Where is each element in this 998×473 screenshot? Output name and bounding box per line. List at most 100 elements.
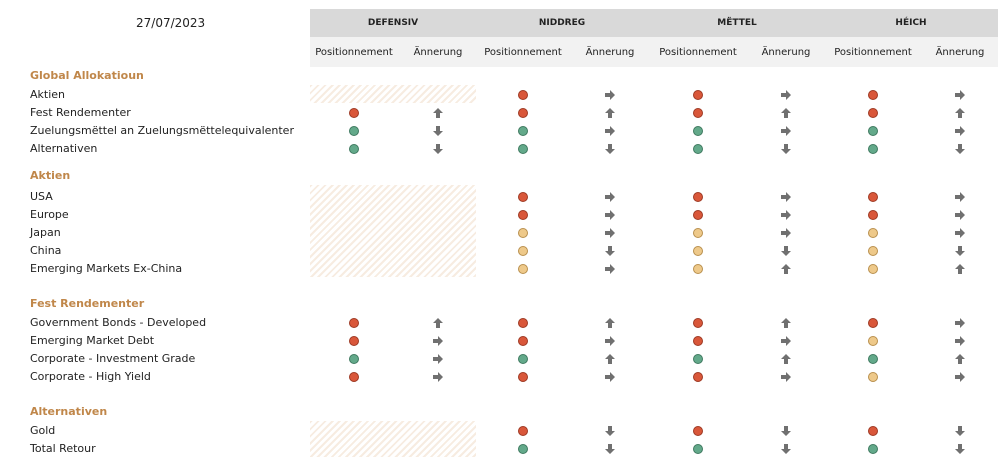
arrow-up-icon	[605, 108, 615, 118]
subheader-position: Positionnement	[315, 47, 393, 58]
row-label: Gold	[30, 424, 56, 437]
row-label: USA	[30, 190, 53, 203]
position-dot-green	[349, 126, 359, 136]
arrow-down-icon	[781, 246, 791, 256]
column-header: NIDDREG	[538, 18, 586, 28]
position-dot-green	[518, 444, 528, 454]
position-dot-green	[868, 126, 878, 136]
position-dot-red	[693, 372, 703, 382]
subheader-position: Positionnement	[659, 47, 737, 58]
arrow-up-icon	[605, 354, 615, 364]
column-header: MËTTEL	[717, 18, 757, 28]
column-header: DEFENSIV	[367, 18, 419, 28]
position-dot-yellow	[868, 246, 878, 256]
row-label: Japan	[30, 226, 61, 239]
position-dot-red	[518, 192, 528, 202]
arrow-right-icon	[605, 126, 615, 136]
arrow-right-icon	[433, 354, 443, 364]
position-dot-red	[518, 90, 528, 100]
arrow-right-icon	[433, 336, 443, 346]
position-dot-yellow	[868, 264, 878, 274]
arrow-up-icon	[433, 318, 443, 328]
arrow-down-icon	[433, 144, 443, 154]
position-dot-red	[868, 210, 878, 220]
position-dot-red	[693, 426, 703, 436]
position-dot-green	[868, 144, 878, 154]
row-label: Corporate - Investment Grade	[30, 352, 196, 365]
position-dot-red	[868, 318, 878, 328]
arrow-right-icon	[955, 90, 965, 100]
row-label: Total Retour	[30, 442, 96, 455]
position-dot-red	[349, 108, 359, 118]
arrow-up-icon	[781, 108, 791, 118]
arrow-right-icon	[781, 90, 791, 100]
position-dot-yellow	[518, 264, 528, 274]
arrow-right-icon	[433, 372, 443, 382]
position-dot-yellow	[518, 228, 528, 238]
position-dot-red	[349, 372, 359, 382]
position-dot-green	[349, 354, 359, 364]
row-label: Aktien	[30, 88, 66, 101]
position-dot-green	[868, 354, 878, 364]
arrow-up-icon	[955, 354, 965, 364]
position-dot-green	[693, 444, 703, 454]
arrow-right-icon	[605, 264, 615, 274]
position-dot-red	[518, 372, 528, 382]
section-title: Aktien	[30, 169, 71, 182]
arrow-down-icon	[955, 246, 965, 256]
column-header: HÉICH	[895, 18, 927, 28]
position-dot-red	[518, 318, 528, 328]
arrow-right-icon	[781, 192, 791, 202]
row-label: Europe	[30, 208, 69, 221]
section-title: Global Allokatioun	[30, 69, 144, 82]
subheader-change: Ännerung	[413, 47, 463, 58]
arrow-up-icon	[433, 108, 443, 118]
arrow-right-icon	[605, 192, 615, 202]
position-dot-red	[693, 318, 703, 328]
arrow-down-icon	[605, 144, 615, 154]
position-dot-yellow	[518, 246, 528, 256]
subheader-band	[310, 37, 998, 67]
arrow-down-icon	[433, 126, 443, 136]
arrow-down-icon	[781, 426, 791, 436]
position-dot-red	[693, 336, 703, 346]
position-dot-yellow	[868, 372, 878, 382]
position-dot-yellow	[693, 228, 703, 238]
position-dot-yellow	[693, 246, 703, 256]
position-dot-red	[868, 90, 878, 100]
position-dot-red	[868, 108, 878, 118]
position-dot-red	[518, 426, 528, 436]
position-dot-green	[518, 126, 528, 136]
arrow-up-icon	[781, 264, 791, 274]
position-dot-green	[693, 126, 703, 136]
arrow-down-icon	[955, 444, 965, 454]
position-dot-green	[349, 144, 359, 154]
arrow-right-icon	[955, 210, 965, 220]
arrow-down-icon	[781, 144, 791, 154]
position-dot-red	[693, 90, 703, 100]
arrow-up-icon	[955, 264, 965, 274]
position-dot-red	[518, 108, 528, 118]
hatch-block	[310, 421, 476, 457]
position-dot-green	[868, 444, 878, 454]
arrow-right-icon	[605, 228, 615, 238]
position-dot-red	[349, 336, 359, 346]
row-label: Alternativen	[30, 142, 98, 155]
position-dot-red	[693, 192, 703, 202]
row-label: Government Bonds - Developed	[30, 316, 207, 329]
subheader-change: Ännerung	[761, 47, 811, 58]
arrow-right-icon	[955, 126, 965, 136]
arrow-up-icon	[781, 354, 791, 364]
section-title: Fest Rendementer	[30, 297, 145, 310]
arrow-right-icon	[605, 336, 615, 346]
position-dot-red	[349, 318, 359, 328]
row-label: Zuelungsmëttel an Zuelungsmëttelequivale…	[30, 124, 294, 137]
arrow-down-icon	[781, 444, 791, 454]
position-dot-yellow	[868, 336, 878, 346]
arrow-right-icon	[605, 90, 615, 100]
position-dot-yellow	[693, 264, 703, 274]
subheader-change: Ännerung	[585, 47, 635, 58]
arrow-right-icon	[781, 336, 791, 346]
position-dot-red	[868, 192, 878, 202]
arrow-down-icon	[955, 144, 965, 154]
